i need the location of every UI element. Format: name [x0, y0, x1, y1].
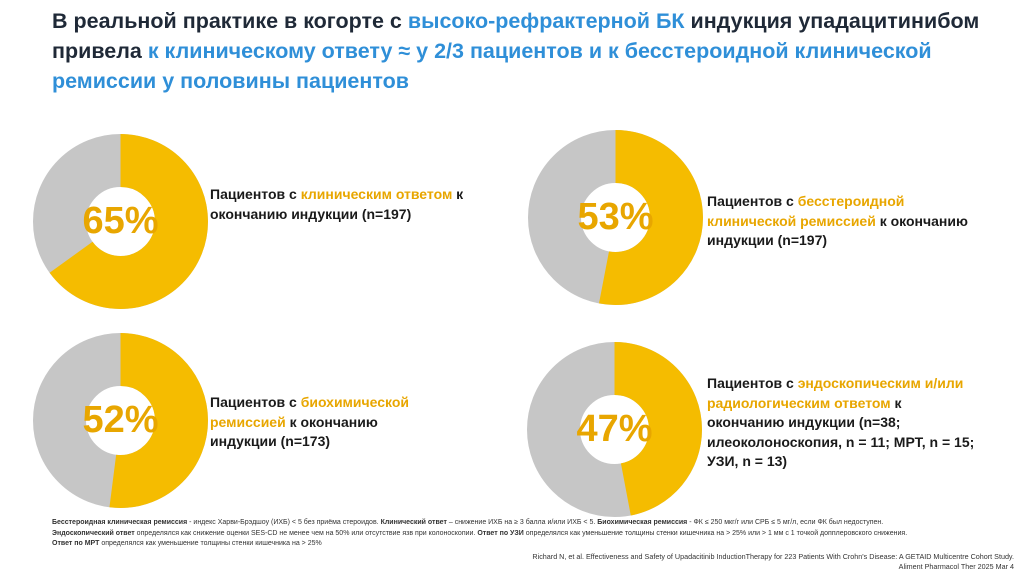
footnote-term: Эндоскопический ответ — [52, 529, 135, 537]
slide-title: В реальной практике в когорте с высоко-р… — [52, 6, 982, 96]
donut-label-biochemical-remission: Пациентов с биохимической ремиссией к ок… — [210, 393, 440, 452]
footnote-text: определялся как уменьшение толщины стенк… — [99, 540, 322, 548]
donut-label-endoscopic-response: Пациентов с эндоскопическим и/или радиол… — [707, 374, 982, 472]
label-suffix: к окончанию индукции (n=38; илеоколоноск… — [707, 394, 975, 470]
donut-percentage: 53% — [577, 196, 654, 238]
donut-percentage: 47% — [576, 408, 653, 450]
donut-svg — [33, 134, 208, 309]
footnote-term: Бесстероидная клиническая ремиссия — [52, 519, 188, 526]
footnote-line-1: Бесстероидная клиническая ремиссия - инд… — [52, 518, 982, 529]
donut-chart-endoscopic-response: 47% — [527, 342, 702, 517]
donut-label-clinical-response: Пациентов с клиническим ответом к оконча… — [210, 185, 470, 224]
footnotes: Бесстероидная клиническая ремиссия - инд… — [52, 518, 982, 550]
donut-percentage: 65% — [82, 200, 159, 242]
title-highlight-1: высоко-рефрактерной БК — [407, 9, 685, 33]
donut-svg — [528, 130, 703, 305]
donut-percentage: 52% — [82, 399, 159, 441]
label-accent: клиническим ответом — [300, 186, 453, 202]
donut-value-arc — [527, 342, 702, 517]
donut-label-steroid-free-remission: Пациентов с бесстероидной клинической ре… — [707, 192, 997, 251]
footnote-text: – снижение ИХБ на ≥ 3 балла и/или ИХБ < … — [446, 519, 598, 526]
reference: Richard N, et al. Effectiveness and Safe… — [532, 552, 1014, 572]
footnote-term: Клинический ответ — [380, 519, 447, 526]
footnote-term: Ответ по УЗИ — [477, 529, 524, 537]
donut-svg — [33, 333, 208, 508]
label-prefix: Пациентов с — [210, 186, 301, 202]
reference-line-1: Richard N, et al. Effectiveness and Safe… — [532, 552, 1014, 561]
footnote-text: определялся как снижение оценки SES-CD н… — [134, 529, 478, 537]
footnote-text: определялся как уменьшение толщины стенк… — [523, 529, 908, 537]
footnote-line-2: Эндоскопический ответ определялся как сн… — [52, 529, 982, 540]
label-accent: биохимической ремиссией — [210, 394, 410, 430]
donut-value-arc — [528, 130, 703, 305]
footnote-term: Биохимическая ремиссия — [597, 519, 688, 526]
label-suffix: к окончанию индукции (n=197) — [210, 186, 464, 222]
donut-svg — [527, 342, 702, 517]
label-suffix: к окончанию индукции (n=197) — [707, 212, 968, 249]
donut-chart-biochemical-remission: 52% — [33, 333, 208, 508]
label-prefix: Пациентов с — [707, 193, 798, 209]
title-part-1: В реальной практике в когорте с — [52, 9, 408, 33]
donut-chart-clinical-response: 65% — [33, 134, 208, 309]
label-accent: бесстероидной клинической ремиссией — [707, 193, 905, 229]
footnote-term: Ответ по МРТ — [52, 540, 100, 548]
reference-line-2: Aliment Pharmacol Ther 2025 Mar 4 — [898, 562, 1014, 571]
donut-value-arc — [33, 333, 208, 508]
donut-value-arc — [33, 134, 208, 309]
donut-chart-steroid-free-remission: 53% — [528, 130, 703, 305]
title-part-2: индукция упадацитинибом привела — [52, 9, 980, 63]
footnote-text: - индекс Харви-Брэдшоу (ИХБ) < 5 без при… — [187, 519, 381, 526]
label-accent: эндоскопическим и/или радиологическим от… — [707, 375, 964, 411]
footnote-text: - ФК ≤ 250 мкг/г или СРБ ≤ 5 мг/л, если … — [687, 519, 884, 526]
label-suffix: к окончанию индукции (n=173) — [210, 413, 378, 450]
footnote-line-3: Ответ по МРТ определялся как уменьшение … — [52, 539, 982, 550]
label-prefix: Пациентов с — [707, 375, 798, 391]
label-prefix: Пациентов с — [210, 394, 301, 410]
title-highlight-2: к клиническому ответу ≈ у 2/3 пациентов … — [52, 39, 932, 93]
